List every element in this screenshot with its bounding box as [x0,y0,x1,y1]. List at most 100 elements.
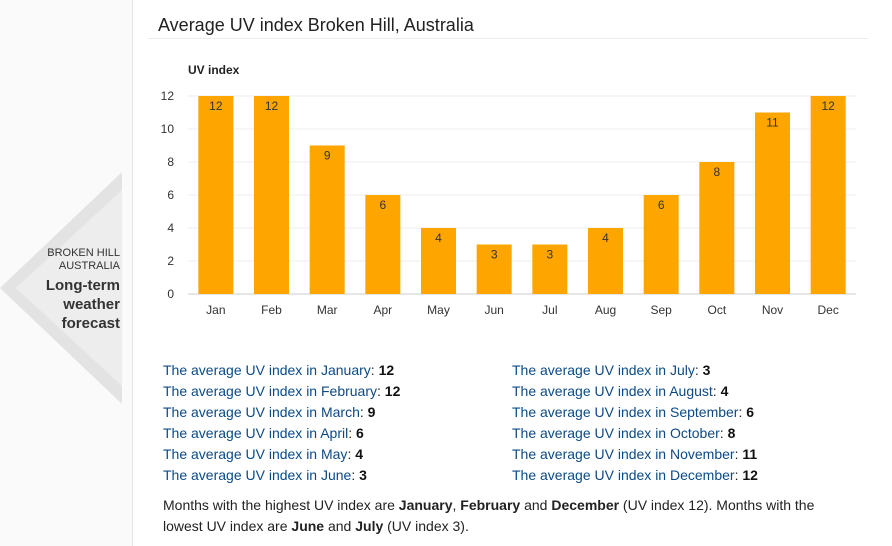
summary-month: February [460,497,521,513]
stat-value: 3 [359,467,367,483]
x-tick-label: Sep [650,303,672,317]
chevron-left-icon [0,172,122,404]
stat-value: 12 [378,362,395,378]
stat-separator: : [377,383,385,399]
summary-text: Months with the highest UV index are Jan… [163,497,815,534]
bar [810,96,846,294]
y-tick-label: 8 [167,155,174,169]
stat-row: The average UV index in February: 12 [163,381,400,402]
sidebar: BROKEN HILL AUSTRALIA Long-term weather … [0,0,133,546]
bar [588,228,623,294]
y-tick-label: 4 [167,221,174,235]
stat-separator: : [712,383,721,399]
summary-month: January [398,497,453,513]
stat-separator: : [347,446,356,462]
stat-separator: : [719,425,728,441]
stat-row: The average UV index in March: 9 [163,402,400,423]
stat-month-link[interactable]: The average UV index in August [512,383,713,399]
uv-bar-chart: UV index 0 2 4 6 8 10 12 12 Jan 12 Feb 9 Mar 6 Apr 4 May 3… [161,63,856,317]
data-label: 6 [658,198,665,212]
stat-separator: : [734,467,743,483]
stat-month-link[interactable]: The average UV index in November [512,446,735,462]
data-label: 11 [766,116,779,130]
data-label: 12 [209,99,223,113]
summary-month: June [291,518,325,534]
stat-month-link[interactable]: The average UV index in May [163,446,348,462]
stat-separator: : [348,425,356,441]
stat-value: 9 [367,404,376,420]
bar [699,162,735,294]
stat-row: The average UV index in September: 6 [512,402,758,423]
bar [421,228,456,294]
stat-month-link[interactable]: The average UV index in January [163,362,371,378]
y-tick-label: 0 [167,287,174,301]
stat-value: 3 [702,362,711,378]
y-tick-label: 10 [161,122,175,136]
stat-row: The average UV index in May: 4 [163,444,400,465]
x-tick-label: May [427,303,450,317]
data-label: 3 [546,248,553,262]
location-label: BROKEN HILL AUSTRALIA [47,247,120,272]
stat-month-link[interactable]: The average UV index in October [512,425,720,441]
stat-separator: : [694,362,703,378]
bar [309,145,345,294]
stat-row: The average UV index in December: 12 [512,465,758,486]
forecast-link[interactable]: Long-term weather forecast [45,277,120,332]
y-tick-label: 12 [161,89,175,103]
summary-month: December [551,497,620,513]
stat-month-link[interactable]: The average UV index in September [512,404,739,420]
stat-row: The average UV index in November: 11 [512,444,758,465]
data-label: 4 [602,231,609,245]
page-title: Average UV index Broken Hill, Australia [158,15,474,35]
stat-separator: : [351,467,360,483]
stat-month-link[interactable]: The average UV index in December [512,467,735,483]
stat-separator: : [734,446,743,462]
x-tick-label: Apr [373,303,392,317]
stats-column-left: The average UV index in January: 12 The a… [163,360,400,486]
bar [643,195,679,294]
x-tick-label: Aug [595,303,616,317]
y-axis-label: UV index [188,63,240,77]
bar [365,195,401,294]
stat-value: 6 [356,425,364,441]
stat-row: The average UV index in June: 3 [163,465,400,486]
stat-row: The average UV index in April: 6 [163,423,400,444]
bar [532,244,568,294]
stat-value: 12 [742,467,758,483]
title-divider [148,38,868,39]
data-label: 6 [379,198,386,212]
data-label: 12 [821,99,835,113]
stat-value: 4 [720,383,729,399]
stat-row: The average UV index in July: 3 [512,360,758,381]
data-label: 12 [265,99,279,113]
x-tick-label: Dec [817,303,838,317]
bar [198,96,234,294]
y-tick-label: 6 [167,188,174,202]
stat-value: 12 [384,383,401,399]
data-label: 4 [435,231,442,245]
stat-value: 11 [742,446,758,462]
x-tick-label: Nov [762,303,783,317]
stat-month-link[interactable]: The average UV index in March [163,404,360,420]
y-tick-label: 2 [167,254,174,268]
data-label: 9 [324,149,331,163]
stat-month-link[interactable]: The average UV index in July [512,362,695,378]
data-label: 3 [491,248,498,262]
stat-row: The average UV index in August: 4 [512,381,758,402]
stat-month-link[interactable]: The average UV index in June [163,467,352,483]
x-tick-label: Feb [261,303,282,317]
stats-column-right: The average UV index in July: 3 The avera… [512,360,758,486]
stat-month-link[interactable]: The average UV index in February [163,383,377,399]
bar [755,112,790,294]
x-tick-label: Jun [484,303,503,317]
x-tick-label: Mar [317,303,338,317]
stat-month-link[interactable]: The average UV index in April [163,425,349,441]
stat-row: The average UV index in October: 8 [512,423,758,444]
main-content: Average UV index Broken Hill, Australia … [146,0,878,546]
summary-month: July [355,518,384,534]
x-tick-label: Oct [707,303,726,317]
x-tick-label: Jan [206,303,225,317]
x-tick-label: Jul [542,303,557,317]
data-label: 8 [713,165,720,179]
stat-separator: : [359,404,368,420]
